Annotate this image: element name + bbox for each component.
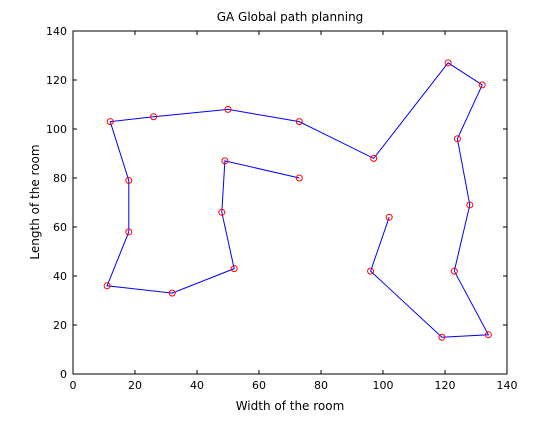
waypoint-marker <box>370 154 378 162</box>
waypoint-marker <box>230 265 238 273</box>
y-tick-label: 120 <box>46 74 67 87</box>
x-tick-label: 40 <box>190 379 204 392</box>
y-tick-label: 140 <box>46 25 67 38</box>
x-tick-label: 120 <box>435 379 456 392</box>
waypoint-marker <box>438 333 446 341</box>
series-group <box>103 59 492 341</box>
plot-area <box>72 30 508 375</box>
chart-title: GA Global path planning <box>217 10 364 24</box>
waypoint-marker <box>106 118 114 126</box>
waypoint-marker <box>450 267 458 275</box>
x-tick-label: 100 <box>373 379 394 392</box>
y-axis-label: Length of the room <box>28 144 42 259</box>
waypoint-marker <box>385 213 393 221</box>
waypoint-marker <box>218 208 226 216</box>
x-tick-label: 80 <box>314 379 328 392</box>
waypoint-marker <box>484 331 492 339</box>
waypoint-marker <box>466 201 474 209</box>
x-axis-label: Width of the room <box>236 399 345 413</box>
axis-ticks: 0 20 40 60 80 100 120 140 0 20 40 60 80 100 120 140 <box>46 25 518 392</box>
waypoint-marker <box>224 105 232 113</box>
x-tick-label: 20 <box>128 379 142 392</box>
waypoint-marker <box>295 118 303 126</box>
waypoint-marker <box>168 289 176 297</box>
waypoint-marker <box>478 81 486 89</box>
x-tick-label: 0 <box>70 379 77 392</box>
waypoint-marker <box>295 174 303 182</box>
waypoint-marker <box>125 176 133 184</box>
y-tick-label: 100 <box>46 123 67 136</box>
path-line <box>106 62 490 338</box>
y-tick-label: 60 <box>53 221 67 234</box>
y-tick-label: 40 <box>53 270 67 283</box>
y-tick-label: 80 <box>53 172 67 185</box>
waypoint-marker <box>444 59 452 67</box>
y-tick-label: 20 <box>53 319 67 332</box>
waypoint-marker <box>150 113 158 121</box>
x-tick-label: 140 <box>497 379 518 392</box>
waypoint-marker <box>125 228 133 236</box>
x-tick-label: 60 <box>252 379 266 392</box>
waypoint-marker <box>453 135 461 143</box>
y-tick-label: 0 <box>60 368 67 381</box>
waypoint-marker <box>221 157 229 165</box>
waypoint-marker <box>367 267 375 275</box>
waypoint-marker <box>103 282 111 290</box>
